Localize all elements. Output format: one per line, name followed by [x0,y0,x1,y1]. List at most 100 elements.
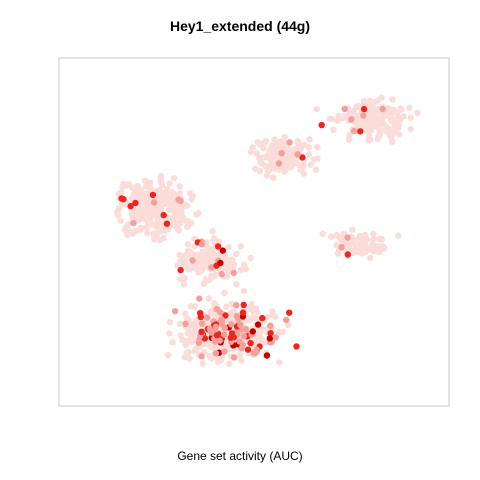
data-point [233,302,240,309]
data-point [244,346,252,353]
data-point [370,236,377,244]
data-point [153,213,161,220]
data-point [180,203,187,210]
data-point [286,309,293,316]
data-point [249,314,256,321]
data-point [284,321,292,328]
data-point [385,105,392,112]
data-point [344,251,351,258]
data-point [196,295,203,302]
data-point [373,243,380,250]
data-point [219,247,226,254]
data-point [313,105,320,113]
data-point [367,246,374,253]
data-point [236,352,243,360]
data-point [294,137,301,145]
data-point [388,132,395,140]
data-point [240,287,248,295]
data-point [260,144,267,152]
data-point [228,321,235,328]
data-point [218,270,225,278]
data-point [389,96,396,103]
data-point [128,184,136,191]
data-point [123,224,130,231]
data-point [253,347,261,354]
data-point [367,126,375,134]
data-point [395,232,402,239]
data-point [370,230,377,238]
data-point [132,228,139,235]
data-point [357,128,364,135]
data-point [360,105,368,113]
data-point [211,272,218,279]
data-point [120,180,127,188]
data-point [353,112,360,120]
data-point [176,320,184,328]
data-point [198,328,205,335]
data-point [177,197,184,205]
data-point [341,105,348,113]
data-point [132,199,139,207]
data-point [318,121,325,129]
data-point [166,319,174,326]
data-point [136,205,143,212]
data-point [328,233,335,240]
data-point [197,254,204,262]
data-point [199,360,206,367]
data-point [134,182,141,190]
chart-title: Hey1_extended (44g) [169,18,311,34]
data-point [189,320,196,328]
data-point [261,154,268,161]
data-point [256,155,263,162]
data-point [393,115,400,122]
data-point [144,229,151,237]
data-point [397,105,404,113]
data-point [189,192,197,199]
data-point [239,309,247,316]
data-point [354,239,361,246]
data-point [379,105,386,113]
data-point [395,122,402,129]
data-point [185,265,192,273]
data-point [118,195,125,202]
data-point [184,315,191,322]
data-point [206,247,214,254]
data-point [237,266,244,274]
data-point [256,168,264,175]
data-point [205,258,213,266]
data-point [146,221,153,228]
data-point [163,194,170,202]
data-point [137,226,144,233]
data-point [205,295,213,302]
data-point [267,330,274,337]
data-point [395,131,403,138]
data-point [365,104,373,111]
data-point [238,345,245,352]
data-point [230,308,237,315]
data-point [249,328,256,335]
data-point [360,112,367,119]
data-point [218,319,226,326]
plot-frame [58,57,450,407]
data-point [373,122,380,129]
data-point [233,250,240,258]
data-point [117,217,124,224]
data-point [407,125,414,133]
data-point [233,312,241,320]
data-point [350,107,357,115]
data-point [275,160,283,167]
data-point [263,172,271,179]
data-point [227,334,234,341]
data-point [254,139,261,146]
data-point [166,180,173,187]
data-point [319,230,326,237]
data-point [406,104,413,111]
data-point [230,269,237,277]
data-point [276,359,283,366]
data-point [211,312,219,319]
data-point [299,154,306,161]
data-point [216,337,223,344]
data-point [178,261,185,269]
data-point [247,254,254,262]
